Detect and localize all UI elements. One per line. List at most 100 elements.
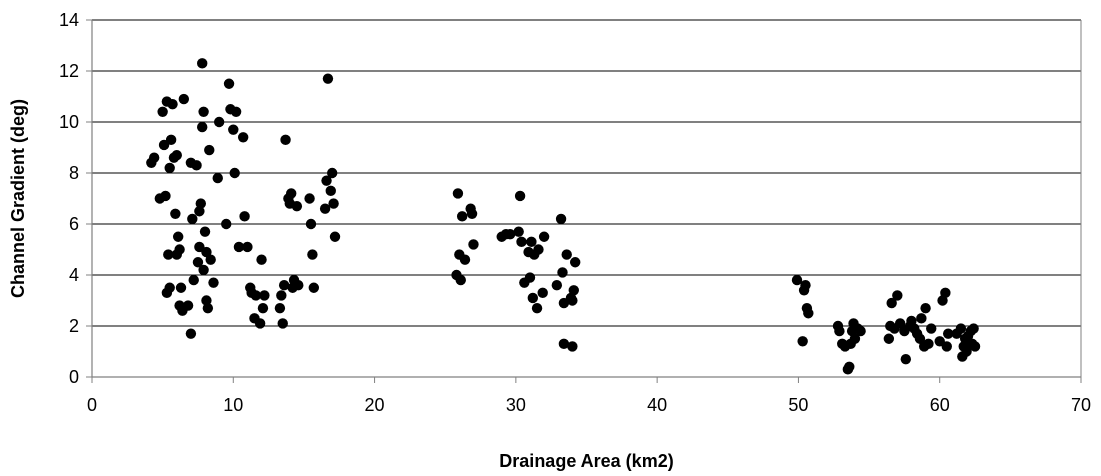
data-point xyxy=(505,229,516,240)
data-point xyxy=(256,254,267,265)
data-point xyxy=(892,290,903,301)
data-point xyxy=(254,318,266,329)
data-point xyxy=(187,213,198,225)
data-point xyxy=(201,246,212,258)
data-point xyxy=(942,328,954,339)
data-point xyxy=(197,121,208,133)
data-point xyxy=(329,231,341,242)
data-point xyxy=(182,300,194,311)
data-point xyxy=(230,106,242,118)
data-point xyxy=(531,302,543,314)
data-point xyxy=(834,325,845,337)
data-point xyxy=(558,338,570,350)
data-point xyxy=(276,290,287,301)
data-point xyxy=(198,106,209,118)
data-point xyxy=(308,282,320,293)
data-point xyxy=(242,241,253,253)
data-point xyxy=(568,285,579,296)
data-point xyxy=(170,208,181,219)
data-point xyxy=(259,290,270,301)
data-point xyxy=(213,116,225,128)
data-point xyxy=(160,190,171,202)
data-point xyxy=(250,290,262,301)
data-point xyxy=(886,297,897,309)
y-tick-label: 0 xyxy=(69,367,79,387)
data-point xyxy=(233,241,245,253)
y-tick-label: 6 xyxy=(69,214,79,234)
x-tick-label: 20 xyxy=(365,395,385,415)
data-point xyxy=(198,264,209,276)
data-point xyxy=(164,162,175,174)
data-point xyxy=(167,98,178,110)
data-point xyxy=(328,198,339,209)
y-axis-title: Channel Gradient (deg) xyxy=(8,99,28,298)
data-point xyxy=(304,193,315,204)
data-point xyxy=(561,249,572,260)
data-point xyxy=(569,257,581,268)
x-tick-label: 50 xyxy=(788,395,808,415)
data-point xyxy=(195,198,206,209)
y-tick-label: 14 xyxy=(59,10,79,30)
data-point xyxy=(326,167,338,179)
data-point xyxy=(468,239,479,250)
data-point xyxy=(157,106,168,118)
data-point xyxy=(148,152,160,163)
x-tick-label: 60 xyxy=(930,395,950,415)
x-tick-label: 40 xyxy=(647,395,667,415)
data-point xyxy=(277,318,288,329)
axes xyxy=(86,19,1082,383)
data-point xyxy=(800,280,811,291)
data-point xyxy=(459,254,471,265)
data-point xyxy=(239,211,250,222)
tick-labels: 0 2 4 6 8 10 12 14 0 10 20 30 40 50 60 70 xyxy=(59,10,1091,415)
y-tick-label: 8 xyxy=(69,163,79,183)
data-point xyxy=(466,208,478,219)
data-point xyxy=(524,272,536,283)
data-point xyxy=(291,200,303,212)
data-point xyxy=(319,203,331,214)
y-tick-label: 12 xyxy=(59,61,79,81)
data-point xyxy=(557,267,568,278)
data-point xyxy=(968,323,979,334)
data-point xyxy=(455,274,466,286)
data-point xyxy=(969,341,981,352)
data-point xyxy=(278,280,290,291)
data-point xyxy=(228,124,239,135)
y-tick-label: 10 xyxy=(59,112,79,132)
x-tick-label: 0 xyxy=(87,395,97,415)
x-axis-title: Drainage Area (km2) xyxy=(499,451,673,471)
data-point xyxy=(537,287,548,299)
data-point xyxy=(900,353,912,365)
data-point xyxy=(201,295,212,306)
data-point xyxy=(274,302,286,314)
data-point xyxy=(527,292,539,304)
data-point xyxy=(514,190,526,202)
data-point xyxy=(175,282,187,293)
data-point xyxy=(237,132,249,143)
data-points xyxy=(146,58,981,375)
y-tick-label: 4 xyxy=(69,265,79,285)
data-point xyxy=(920,302,931,314)
data-point xyxy=(293,280,304,291)
data-point xyxy=(941,341,952,352)
data-point xyxy=(567,295,578,306)
x-tick-label: 70 xyxy=(1071,395,1091,415)
data-point xyxy=(205,254,216,265)
data-point xyxy=(955,323,967,334)
y-tick-label: 2 xyxy=(69,316,79,336)
data-point xyxy=(551,280,563,291)
data-point xyxy=(280,134,291,146)
data-point xyxy=(171,149,182,161)
data-point xyxy=(185,328,197,339)
data-point xyxy=(883,333,895,344)
data-point xyxy=(855,325,866,337)
data-point xyxy=(221,218,232,230)
data-point xyxy=(164,282,175,293)
data-point xyxy=(555,213,567,225)
data-point xyxy=(926,323,937,334)
data-point xyxy=(516,236,527,248)
data-point xyxy=(223,78,235,89)
data-point xyxy=(197,58,208,69)
data-point xyxy=(844,361,855,372)
data-point xyxy=(257,302,269,314)
